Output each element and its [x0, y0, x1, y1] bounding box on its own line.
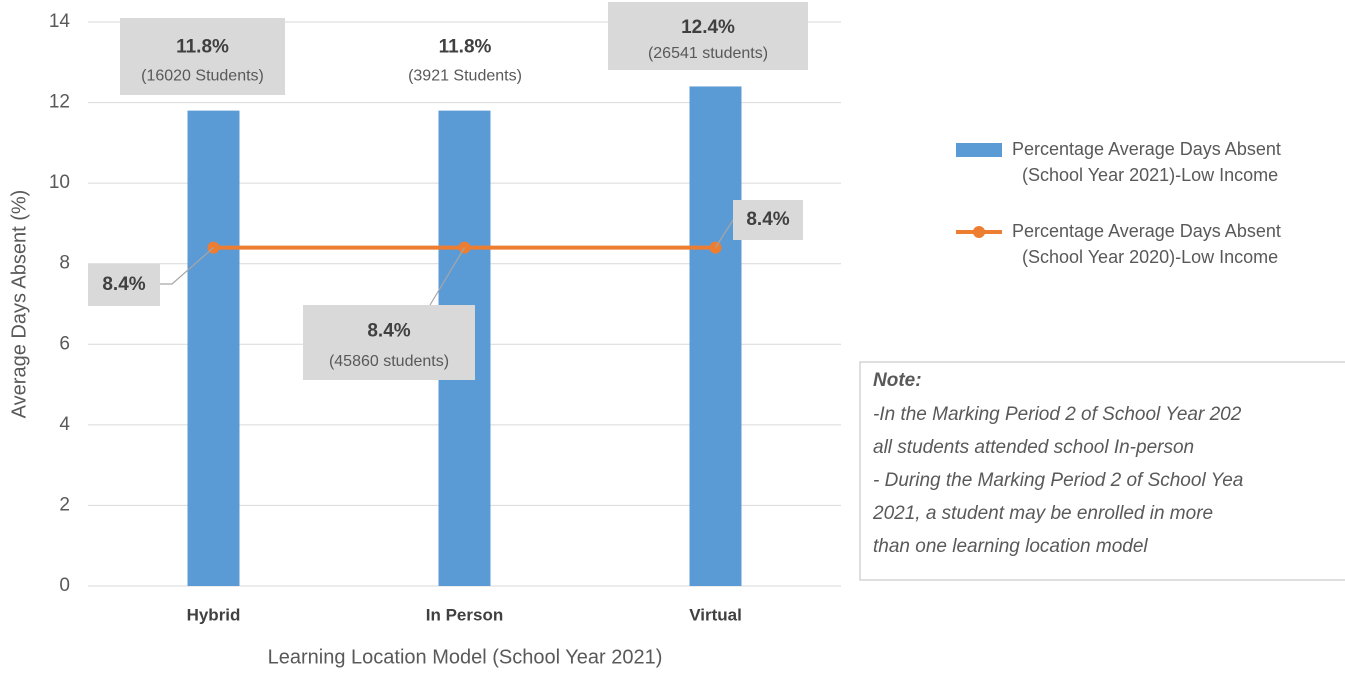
legend-swatch — [956, 143, 1002, 157]
leader-line — [160, 247, 214, 285]
y-tick-label: 12 — [49, 92, 70, 113]
data-label: 8.4% — [746, 209, 789, 230]
label-box — [733, 200, 803, 240]
note-line: all students attended school In-person — [873, 437, 1194, 458]
data-label: 11.8% — [439, 36, 492, 57]
leader-line — [429, 247, 466, 306]
x-tick-label: Hybrid — [187, 605, 241, 624]
note-line: 2021, a student may be enrolled in more — [872, 503, 1213, 524]
note-line: - During the Marking Period 2 of School … — [873, 470, 1243, 491]
data-label-note: (3921 Students) — [408, 68, 522, 85]
x-tick-label: Virtual — [689, 605, 742, 624]
x-tick-label: In Person — [426, 605, 503, 624]
label-box — [88, 264, 160, 306]
data-label-note: (16020 Students) — [141, 68, 264, 85]
y-tick-label: 14 — [49, 11, 71, 32]
note-box — [859, 361, 1345, 581]
y-axis-label: Average Days Absent (%) — [8, 190, 30, 419]
data-label: 8.4% — [367, 320, 410, 341]
y-tick-label: 0 — [59, 575, 70, 596]
legend-label: Percentage Average Days Absent (School Ye… — [1012, 139, 1281, 185]
note-line: -In the Marking Period 2 of School Year … — [873, 404, 1242, 425]
data-label-note: (45860 students) — [329, 353, 449, 370]
label-box — [303, 305, 475, 380]
note-title: Note: — [873, 370, 922, 391]
bar — [187, 110, 240, 586]
y-tick-label: 4 — [59, 414, 70, 435]
y-tick-label: 8 — [59, 253, 70, 274]
legend-label: Percentage Average Days Absent (School Ye… — [1012, 221, 1281, 267]
data-label-note: (26541 students) — [648, 45, 768, 62]
data-label: 11.8% — [176, 36, 229, 57]
data-label: 8.4% — [102, 274, 145, 295]
label-box — [120, 18, 285, 95]
label-box — [608, 2, 808, 70]
data-label: 12.4% — [681, 17, 735, 38]
leader-line — [714, 219, 734, 248]
y-tick-label: 2 — [59, 494, 70, 515]
bar — [689, 86, 742, 586]
y-tick-label: 10 — [49, 172, 70, 193]
y-tick-label: 6 — [59, 333, 70, 354]
x-axis-label: Learning Location Model (School Year 202… — [268, 646, 663, 668]
legend-swatch — [973, 226, 985, 238]
note-line: than one learning location model — [873, 536, 1148, 557]
